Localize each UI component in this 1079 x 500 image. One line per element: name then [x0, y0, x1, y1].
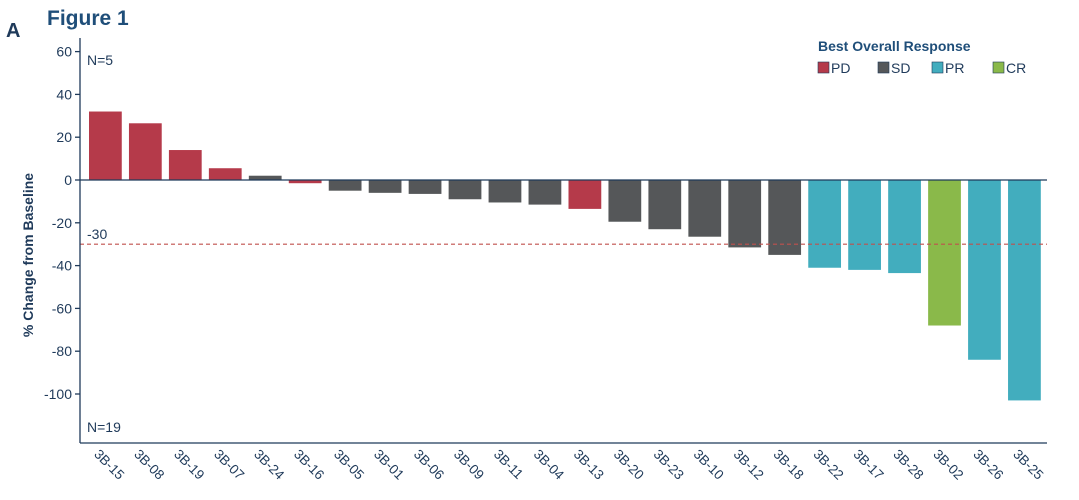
bar-3B-17 — [848, 180, 881, 270]
x-tick-label: 3B-10 — [691, 447, 727, 483]
x-tick-label: 3B-12 — [731, 447, 767, 483]
y-tick-label: -20 — [52, 215, 72, 231]
bar-3B-25 — [1008, 180, 1041, 401]
y-axis: 60 40 20 0 -20 -40 -60 -80 -100 — [44, 44, 80, 402]
legend-swatch-CR — [992, 61, 1005, 74]
x-tick-label: 3B-18 — [771, 447, 807, 483]
bar-3B-22 — [808, 180, 842, 268]
x-tick-label: 3B-28 — [890, 447, 926, 483]
x-tick-label: 3B-26 — [970, 447, 1006, 483]
x-tick-label: 3B-22 — [811, 447, 847, 483]
x-tick-label: 3B-17 — [850, 447, 886, 483]
legend-label-PR: PR — [945, 60, 964, 76]
reference-line-group: -30 — [80, 226, 1047, 245]
bar-3B-28 — [888, 180, 921, 274]
bar-3B-06 — [408, 180, 442, 194]
x-tick-label: 3B-15 — [91, 447, 127, 483]
x-tick-label: 3B-19 — [171, 447, 207, 483]
bar-3B-18 — [768, 180, 802, 255]
bar-3B-23 — [648, 180, 682, 230]
panel-letter: A — [6, 20, 20, 42]
legend-swatch-PD — [817, 61, 830, 74]
bar-3B-08 — [128, 123, 162, 180]
y-tick-label: -80 — [52, 343, 72, 359]
x-tick-label: 3B-24 — [251, 447, 287, 483]
x-tick-label: 3B-07 — [211, 447, 247, 483]
y-tick-label: 60 — [56, 44, 72, 60]
x-tick-label: 3B-08 — [131, 447, 167, 483]
y-tick-label: 20 — [56, 129, 72, 145]
y-tick-label: 0 — [64, 172, 72, 188]
legend-label-CR: CR — [1006, 60, 1026, 76]
x-axis-labels: 3B-15 3B-08 3B-19 3B-07 3B-24 3B-16 3B-05 3B-01… — [91, 447, 1046, 483]
x-tick-label: 3B-05 — [331, 447, 367, 483]
figure-title: Figure 1 — [47, 7, 129, 30]
bar-3B-01 — [368, 180, 402, 193]
bar-3B-05 — [328, 180, 362, 191]
y-tick-label: -60 — [52, 300, 72, 316]
x-tick-label: 3B-25 — [1010, 447, 1046, 483]
annotation-bottom: N=19 — [87, 419, 121, 435]
bar-3B-04 — [528, 180, 562, 205]
bar-3B-16 — [288, 180, 322, 184]
bar-3B-24 — [248, 175, 282, 180]
bar-3B-02 — [928, 180, 961, 326]
bar-3B-13 — [568, 180, 602, 209]
x-tick-label: 3B-02 — [930, 447, 966, 483]
bar-3B-09 — [448, 180, 482, 200]
x-tick-label: 3B-13 — [571, 447, 607, 483]
y-tick-label: 40 — [56, 86, 72, 102]
bar-3B-20 — [608, 180, 642, 222]
x-tick-label: 3B-20 — [611, 447, 647, 483]
legend-label-PD: PD — [831, 60, 850, 76]
legend: Best Overall Response PD SD PR CR — [817, 38, 1026, 76]
y-tick-label: -40 — [52, 258, 72, 274]
x-tick-label: 3B-11 — [491, 447, 526, 482]
y-axis-label: % Change from Baseline — [20, 173, 36, 337]
annotation-top: N=5 — [87, 52, 113, 68]
x-tick-label: 3B-06 — [411, 447, 447, 483]
bar-3B-26 — [968, 180, 1001, 360]
x-tick-label: 3B-16 — [291, 447, 327, 483]
legend-swatch-PR — [931, 61, 944, 74]
bar-3B-19 — [168, 150, 202, 180]
reference-line-label: -30 — [87, 226, 107, 242]
bar-3B-10 — [688, 180, 722, 237]
x-tick-label: 3B-09 — [451, 447, 487, 483]
bar-3B-11 — [488, 180, 522, 203]
y-tick-label: -100 — [44, 386, 72, 402]
bar-3B-07 — [208, 168, 242, 180]
x-tick-label: 3B-01 — [371, 447, 407, 483]
bar-3B-12 — [728, 180, 762, 248]
legend-title: Best Overall Response — [818, 38, 971, 54]
bar-3B-15 — [89, 111, 122, 180]
x-tick-label: 3B-04 — [531, 447, 567, 483]
bars-group — [89, 111, 1041, 401]
x-tick-label: 3B-23 — [651, 447, 687, 483]
legend-swatch-SD — [877, 61, 890, 74]
legend-label-SD: SD — [891, 60, 910, 76]
